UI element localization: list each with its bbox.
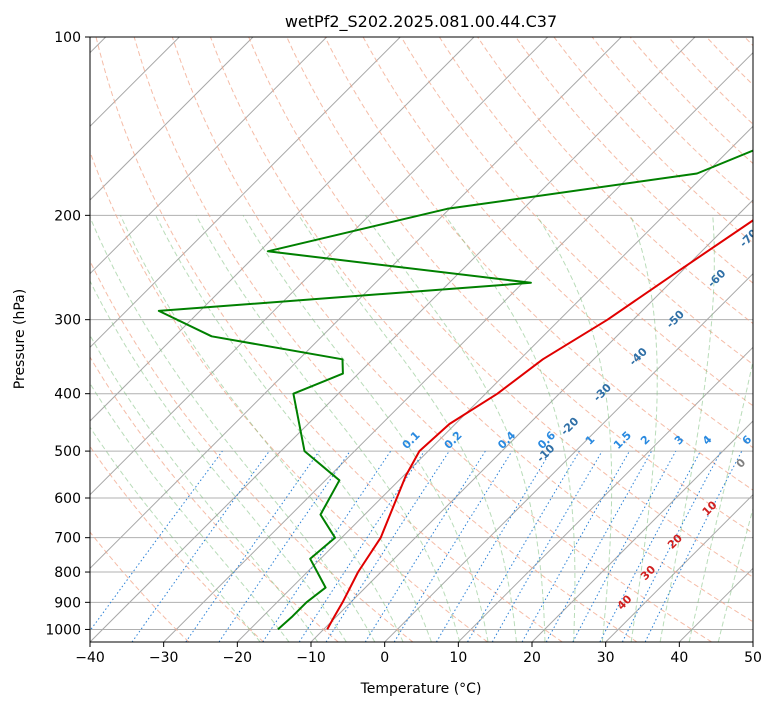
isotherm-line [90,37,475,422]
y-tick-label: 800 [54,565,81,581]
dry-adiabat-line [90,445,264,642]
mixing-ratio-line [185,450,320,642]
mixing-ratio-lines [90,450,743,642]
moist-adiabat-line [688,358,753,642]
y-tick-label: 1000 [45,622,81,638]
x-tick-label: −40 [75,650,105,666]
moist-adiabat-line [242,215,489,642]
moist-adiabat-line [90,279,347,642]
isotherm-line [605,493,753,642]
isotherm-line [236,125,753,642]
mixing-ratio-line [90,450,223,632]
isotherm-line [531,420,753,642]
isotherm-line [384,272,753,642]
dry-adiabat-line [515,37,753,284]
mixing-ratio-line [262,450,392,642]
x-axis-ticks: −40 −30 −20 −10 0 10 20 30 40 50 [75,642,762,666]
y-tick-label: 400 [54,387,81,403]
x-tick-label: 40 [670,650,688,666]
moist-adiabat-line [90,334,319,642]
mixing-ratio-line [521,450,630,642]
x-tick-label: 10 [449,650,467,666]
dry-adiabat-line [438,37,753,366]
mixing-ratio-line [545,450,653,642]
mixing-ratio-line [218,450,351,642]
isotherm-line [90,37,401,349]
y-tick-label: 100 [54,30,81,46]
dry-adiabat-line [324,37,753,491]
plot-area: -100-90-80-70-60-50-40-30-20-100.10.20.4… [90,37,753,642]
x-tick-label: −30 [149,650,179,666]
y-axis-ticks: 100 200 300 400 500 600 700 800 900 1000 [45,30,90,638]
moist-adiabat-line [364,215,546,642]
y-tick-label: 500 [54,444,81,460]
dry-adiabat-line [210,37,753,623]
y-axis-label: Pressure (hPa) [12,289,28,389]
moist-adiabat-line [90,215,376,642]
isotherm-line [457,346,753,642]
mixing-ratio-line [572,450,677,642]
x-tick-label: −20 [223,650,253,666]
isotherm-line [90,37,549,496]
x-tick-label: 50 [744,650,762,666]
dry-adiabat-line [90,531,190,642]
isotherm-line [90,37,622,570]
moist-adiabat-line [195,215,461,642]
isobar-lines [90,37,753,630]
mixing-ratio-line [298,450,425,642]
dry-adiabat-line [171,37,712,642]
x-tick-label: 0 [380,650,389,666]
plot-frame [89,36,754,643]
mixing-ratio-line [131,450,270,642]
y-tick-label: 900 [54,595,81,611]
dry-adiabat-line [90,259,414,642]
chart-title: wetPf2_S202.2025.081.00.44.C37 [285,12,557,32]
dry-adiabat-line [95,37,563,642]
moist-adiabat-line [298,215,517,642]
moist-adiabat-line [155,215,432,642]
moist-adiabat-line [536,215,613,642]
moist-adiabat-line [120,215,404,642]
y-tick-label: 700 [54,531,81,547]
isotherm-line [90,37,254,201]
moist-adiabat-lines [90,215,753,642]
x-tick-label: −10 [296,650,326,666]
dry-adiabat-line [248,37,753,578]
dry-adiabat-line [90,356,339,642]
sounding-profiles [157,149,753,631]
isotherm-line [163,51,753,642]
moist-adiabat-line [90,426,261,642]
y-tick-label: 600 [54,491,81,507]
moist-adiabat-line [630,215,658,642]
isotherm-lines [90,37,753,642]
temperature-profile [326,219,753,630]
mixing-ratio-line [644,450,743,642]
isotherm-line [90,37,328,275]
dry-adiabat-line [133,37,638,642]
dry-adiabat-line [90,150,488,642]
y-tick-label: 300 [54,313,81,329]
dry-adiabat-line [400,37,753,407]
y-tick-label: 200 [54,208,81,224]
dry-adiabat-lines [90,37,753,642]
mixing-ratio-line [325,450,450,642]
x-tick-label: 30 [597,650,615,666]
dewpoint-profile [157,149,753,631]
mixing-ratio-line [393,450,513,642]
isotherm-line [90,37,696,642]
x-tick-label: 20 [523,650,541,666]
x-axis-label: Temperature (°C) [360,681,482,697]
